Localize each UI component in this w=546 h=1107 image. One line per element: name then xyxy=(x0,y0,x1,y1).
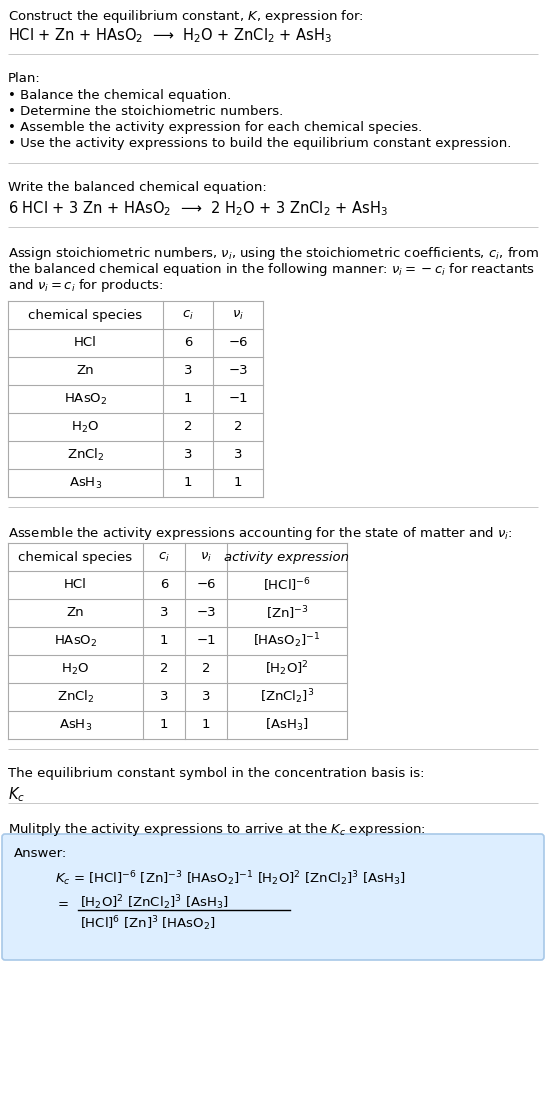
Text: 3: 3 xyxy=(202,691,210,704)
Text: 6 HCl + 3 Zn + HAsO$_2$  ⟶  2 H$_2$O + 3 ZnCl$_2$ + AsH$_3$: 6 HCl + 3 Zn + HAsO$_2$ ⟶ 2 H$_2$O + 3 Z… xyxy=(8,199,388,218)
Text: 3: 3 xyxy=(184,364,192,377)
Text: −1: −1 xyxy=(228,393,248,405)
Text: HAsO$_2$: HAsO$_2$ xyxy=(54,633,97,649)
Text: Assign stoichiometric numbers, $\nu_i$, using the stoichiometric coefficients, $: Assign stoichiometric numbers, $\nu_i$, … xyxy=(8,245,539,262)
Text: 1: 1 xyxy=(184,393,192,405)
Text: • Determine the stoichiometric numbers.: • Determine the stoichiometric numbers. xyxy=(8,105,283,118)
Text: 3: 3 xyxy=(234,448,242,462)
Text: [H$_2$O]$^2$ [ZnCl$_2$]$^3$ [AsH$_3$]: [H$_2$O]$^2$ [ZnCl$_2$]$^3$ [AsH$_3$] xyxy=(80,893,229,912)
Text: Mulitply the activity expressions to arrive at the $K_c$ expression:: Mulitply the activity expressions to arr… xyxy=(8,821,426,838)
Text: Assemble the activity expressions accounting for the state of matter and $\nu_i$: Assemble the activity expressions accoun… xyxy=(8,525,513,542)
Text: chemical species: chemical species xyxy=(28,309,143,321)
Text: 3: 3 xyxy=(160,691,168,704)
Text: HCl: HCl xyxy=(74,337,97,350)
Text: $K_c$: $K_c$ xyxy=(8,785,25,804)
FancyBboxPatch shape xyxy=(2,834,544,960)
Text: [AsH$_3$]: [AsH$_3$] xyxy=(265,717,309,733)
Text: $K_c$ = [HCl]$^{-6}$ [Zn]$^{-3}$ [HAsO$_2$]$^{-1}$ [H$_2$O]$^2$ [ZnCl$_2$]$^3$ [: $K_c$ = [HCl]$^{-6}$ [Zn]$^{-3}$ [HAsO$_… xyxy=(55,869,406,888)
Text: Zn: Zn xyxy=(67,607,84,620)
Text: Plan:: Plan: xyxy=(8,72,41,85)
Text: [ZnCl$_2$]$^3$: [ZnCl$_2$]$^3$ xyxy=(260,687,314,706)
Text: −3: −3 xyxy=(196,607,216,620)
Text: [Zn]$^{-3}$: [Zn]$^{-3}$ xyxy=(265,604,308,622)
Text: [HCl]$^{-6}$: [HCl]$^{-6}$ xyxy=(263,577,311,593)
Text: $c_i$: $c_i$ xyxy=(158,550,170,563)
Text: H$_2$O: H$_2$O xyxy=(72,420,99,435)
Text: 3: 3 xyxy=(160,607,168,620)
Text: H$_2$O: H$_2$O xyxy=(62,662,90,676)
Text: • Assemble the activity expression for each chemical species.: • Assemble the activity expression for e… xyxy=(8,121,422,134)
Text: [HAsO$_2$]$^{-1}$: [HAsO$_2$]$^{-1}$ xyxy=(253,632,321,650)
Text: Answer:: Answer: xyxy=(14,847,67,860)
Text: HAsO$_2$: HAsO$_2$ xyxy=(64,392,107,406)
Text: 1: 1 xyxy=(160,634,168,648)
Text: 1: 1 xyxy=(160,718,168,732)
Text: −3: −3 xyxy=(228,364,248,377)
Text: Construct the equilibrium constant, $K$, expression for:: Construct the equilibrium constant, $K$,… xyxy=(8,8,364,25)
Text: −6: −6 xyxy=(196,579,216,591)
Text: ZnCl$_2$: ZnCl$_2$ xyxy=(67,447,104,463)
Text: $\nu_i$: $\nu_i$ xyxy=(200,550,212,563)
Text: The equilibrium constant symbol in the concentration basis is:: The equilibrium constant symbol in the c… xyxy=(8,767,424,780)
Text: $c_i$: $c_i$ xyxy=(182,309,194,321)
Text: HCl: HCl xyxy=(64,579,87,591)
Text: AsH$_3$: AsH$_3$ xyxy=(59,717,92,733)
Text: [HCl]$^6$ [Zn]$^3$ [HAsO$_2$]: [HCl]$^6$ [Zn]$^3$ [HAsO$_2$] xyxy=(80,914,216,933)
Text: Zn: Zn xyxy=(76,364,94,377)
Text: ZnCl$_2$: ZnCl$_2$ xyxy=(57,689,94,705)
Text: the balanced chemical equation in the following manner: $\nu_i = -c_i$ for react: the balanced chemical equation in the fo… xyxy=(8,261,535,278)
Text: Write the balanced chemical equation:: Write the balanced chemical equation: xyxy=(8,182,267,194)
Text: −1: −1 xyxy=(196,634,216,648)
Text: 1: 1 xyxy=(184,476,192,489)
Text: HCl + Zn + HAsO$_2$  ⟶  H$_2$O + ZnCl$_2$ + AsH$_3$: HCl + Zn + HAsO$_2$ ⟶ H$_2$O + ZnCl$_2$ … xyxy=(8,25,333,44)
Text: 3: 3 xyxy=(184,448,192,462)
Text: $\nu_i$: $\nu_i$ xyxy=(232,309,244,321)
Text: • Use the activity expressions to build the equilibrium constant expression.: • Use the activity expressions to build … xyxy=(8,137,512,151)
Text: 2: 2 xyxy=(184,421,192,434)
Text: [H$_2$O]$^2$: [H$_2$O]$^2$ xyxy=(265,660,309,679)
Text: • Balance the chemical equation.: • Balance the chemical equation. xyxy=(8,89,232,102)
Text: 6: 6 xyxy=(160,579,168,591)
Text: 1: 1 xyxy=(234,476,242,489)
Text: 2: 2 xyxy=(160,662,168,675)
Text: chemical species: chemical species xyxy=(19,550,133,563)
Text: =: = xyxy=(58,899,69,911)
Text: and $\nu_i = c_i$ for products:: and $\nu_i = c_i$ for products: xyxy=(8,277,164,294)
Text: 2: 2 xyxy=(234,421,242,434)
Text: 6: 6 xyxy=(184,337,192,350)
Text: AsH$_3$: AsH$_3$ xyxy=(69,475,102,490)
Text: 2: 2 xyxy=(202,662,210,675)
Text: −6: −6 xyxy=(228,337,248,350)
Text: activity expression: activity expression xyxy=(224,550,349,563)
Text: 1: 1 xyxy=(202,718,210,732)
